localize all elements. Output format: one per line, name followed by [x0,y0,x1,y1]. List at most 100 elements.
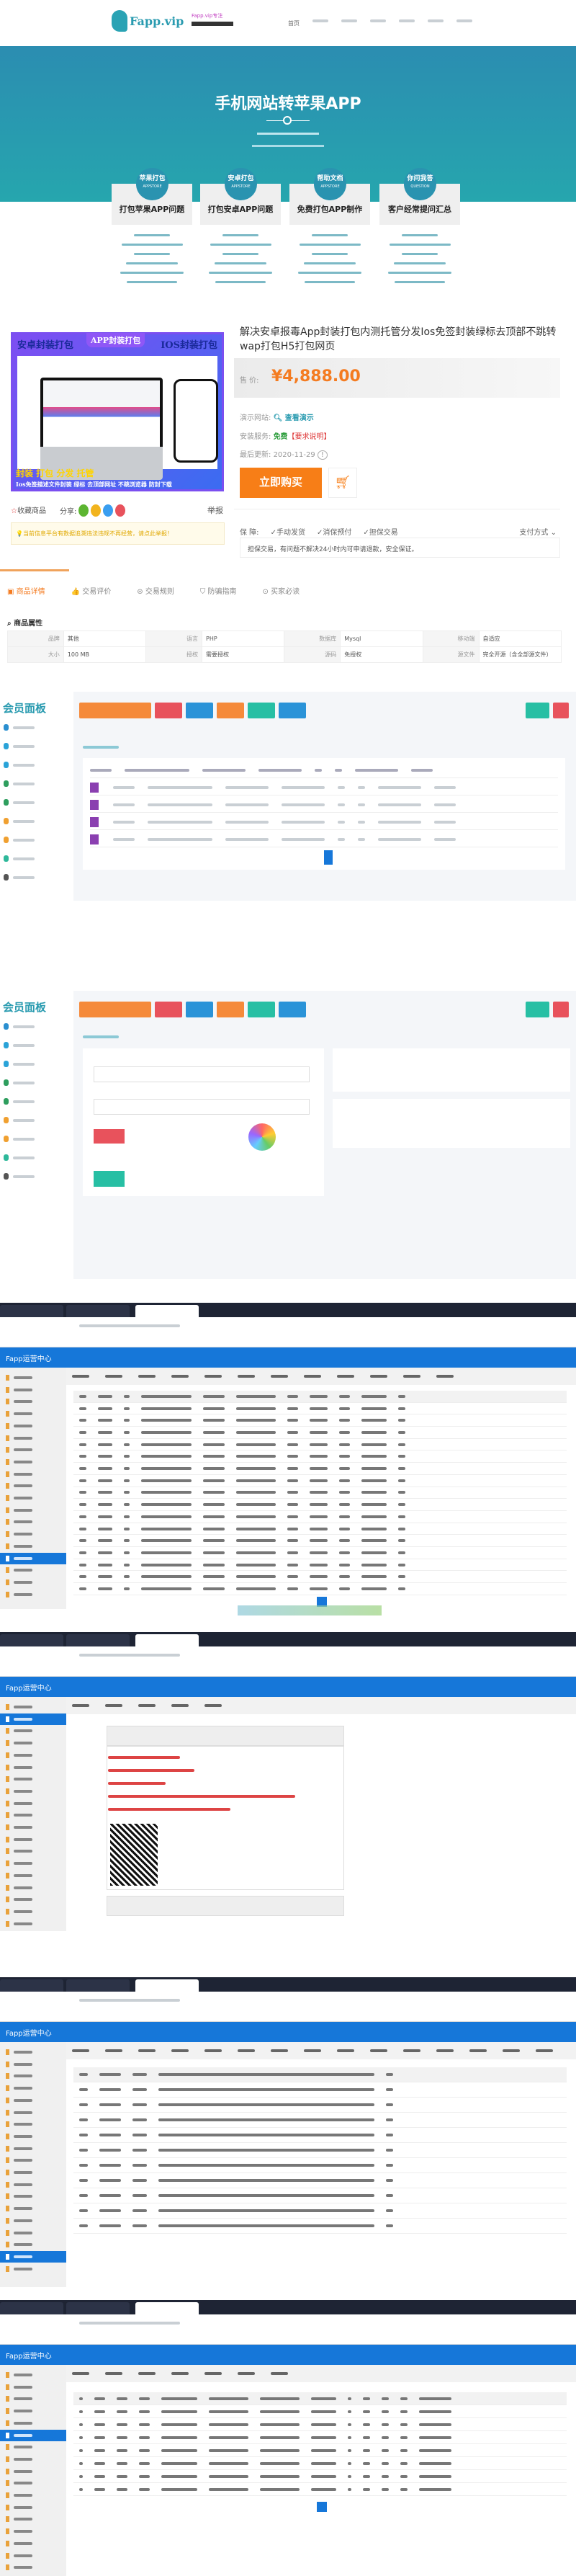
admin-tab[interactable] [105,1704,122,1707]
feature-link[interactable] [200,231,281,240]
browser-tab[interactable] [135,1634,199,1646]
toolbar-button[interactable] [217,1002,244,1017]
pagination-current-page[interactable] [317,1597,327,1607]
sidebar-item[interactable] [4,724,35,731]
sidebar-item[interactable] [6,2167,63,2178]
link-text[interactable] [304,262,356,264]
link-text[interactable] [395,281,445,283]
sidebar-item[interactable] [6,2393,63,2405]
admin-tab[interactable] [370,1375,387,1378]
toolbar-button[interactable] [186,703,213,718]
sidebar-item[interactable] [6,2154,63,2166]
toolbar-button[interactable] [186,1002,213,1017]
link-text[interactable] [402,253,438,255]
sidebar-item[interactable] [6,1882,63,1894]
sidebar-item[interactable] [6,2107,63,2118]
favorite-button[interactable]: ☆收藏商品 [11,507,46,515]
sidebar-item[interactable] [6,1420,63,1432]
sidebar-item[interactable] [6,2526,63,2537]
sidebar-item[interactable] [6,1894,63,1905]
sidebar-item[interactable] [6,1480,63,1492]
nav-item-home[interactable]: 首页 [288,20,300,27]
feature-link[interactable] [289,249,370,259]
nav-item[interactable] [312,19,328,22]
sidebar-item[interactable] [6,1516,63,1528]
link-text[interactable] [127,281,177,283]
sidebar-item[interactable] [6,1528,63,1540]
sidebar-item[interactable] [6,1798,63,1809]
sidebar-item[interactable] [6,2203,63,2214]
admin-tab[interactable] [503,2049,520,2052]
browser-tab[interactable] [66,1979,130,1992]
feature-link[interactable] [289,240,370,249]
link-text[interactable] [134,234,170,236]
link-text[interactable] [312,234,348,236]
sidebar-item[interactable] [6,1408,63,1420]
link-text[interactable] [394,262,446,264]
sidebar-item[interactable] [6,1701,63,1713]
sidebar-item[interactable] [4,1079,35,1086]
admin-tab[interactable] [105,2372,122,2375]
toolbar-button[interactable] [248,1002,275,1017]
sidebar-item[interactable] [6,2477,63,2489]
sidebar-item[interactable] [4,837,35,843]
feature-link[interactable] [379,259,460,268]
browser-tab[interactable] [0,1979,63,1992]
sidebar-item[interactable] [6,1541,63,1552]
nav-item[interactable] [341,19,357,22]
link-text[interactable] [210,244,271,246]
sidebar-item[interactable] [6,2191,63,2202]
sidebar-item[interactable] [6,2538,63,2549]
sidebar-item[interactable] [4,780,35,787]
link-text[interactable] [298,272,361,274]
sidebar-item[interactable] [6,1432,63,1444]
tab-anti-fraud[interactable]: ⛉ 防骗指南 [199,588,237,596]
sidebar-item[interactable] [4,855,35,862]
sidebar-item[interactable] [4,1061,35,1067]
sidebar-item[interactable] [4,1117,35,1123]
admin-tab[interactable] [171,1704,189,1707]
sidebar-item[interactable] [6,1469,63,1480]
toolbar-button[interactable] [248,703,275,718]
link-text[interactable] [388,272,451,274]
admin-tab[interactable] [436,1375,454,1378]
link-text[interactable] [215,262,266,264]
sidebar-item[interactable] [4,743,35,749]
payment-method-dropdown[interactable]: 支付方式 ⌄ [519,529,557,537]
tab-details[interactable]: ▣ 商品详情 [7,588,45,596]
feature-link[interactable] [379,268,460,277]
sidebar-item[interactable] [4,1136,35,1142]
upload-icon-button[interactable] [94,1129,125,1144]
nav-item[interactable] [370,19,386,22]
qzone-share-icon[interactable] [91,504,102,517]
browser-tab[interactable] [135,1305,199,1317]
admin-tab[interactable] [271,2049,288,2052]
url-input[interactable] [94,1099,310,1115]
demo-link[interactable]: 🔍︎ 查看演示 [273,414,314,422]
sidebar-item[interactable] [6,1809,63,1821]
sidebar-item[interactable] [6,2227,63,2239]
submit-button[interactable] [94,1171,125,1187]
sidebar-item[interactable] [6,1773,63,1785]
sidebar-item[interactable] [0,2429,66,2441]
sidebar-item[interactable] [6,2381,63,2393]
sidebar-item[interactable] [6,1456,63,1468]
browser-tab[interactable] [135,1979,199,1992]
admin-tab[interactable] [337,1375,354,1378]
admin-tab[interactable] [72,2049,89,2052]
user-button[interactable] [526,1002,549,1017]
feature-link[interactable] [200,240,281,249]
info-icon[interactable]: ! [317,450,328,460]
toolbar-button[interactable] [279,703,306,718]
sidebar-item[interactable] [4,1173,35,1180]
feature-link[interactable] [379,240,460,249]
sidebar-item[interactable] [6,2562,63,2573]
admin-tab[interactable] [138,1375,156,1378]
admin-tab[interactable] [105,1375,122,1378]
admin-tab[interactable] [370,2049,387,2052]
browser-tab[interactable] [66,2302,130,2314]
admin-tab[interactable] [403,1375,420,1378]
toolbar-button[interactable] [217,703,244,718]
sidebar-item[interactable] [6,2131,63,2142]
sidebar-item[interactable] [6,2118,63,2130]
